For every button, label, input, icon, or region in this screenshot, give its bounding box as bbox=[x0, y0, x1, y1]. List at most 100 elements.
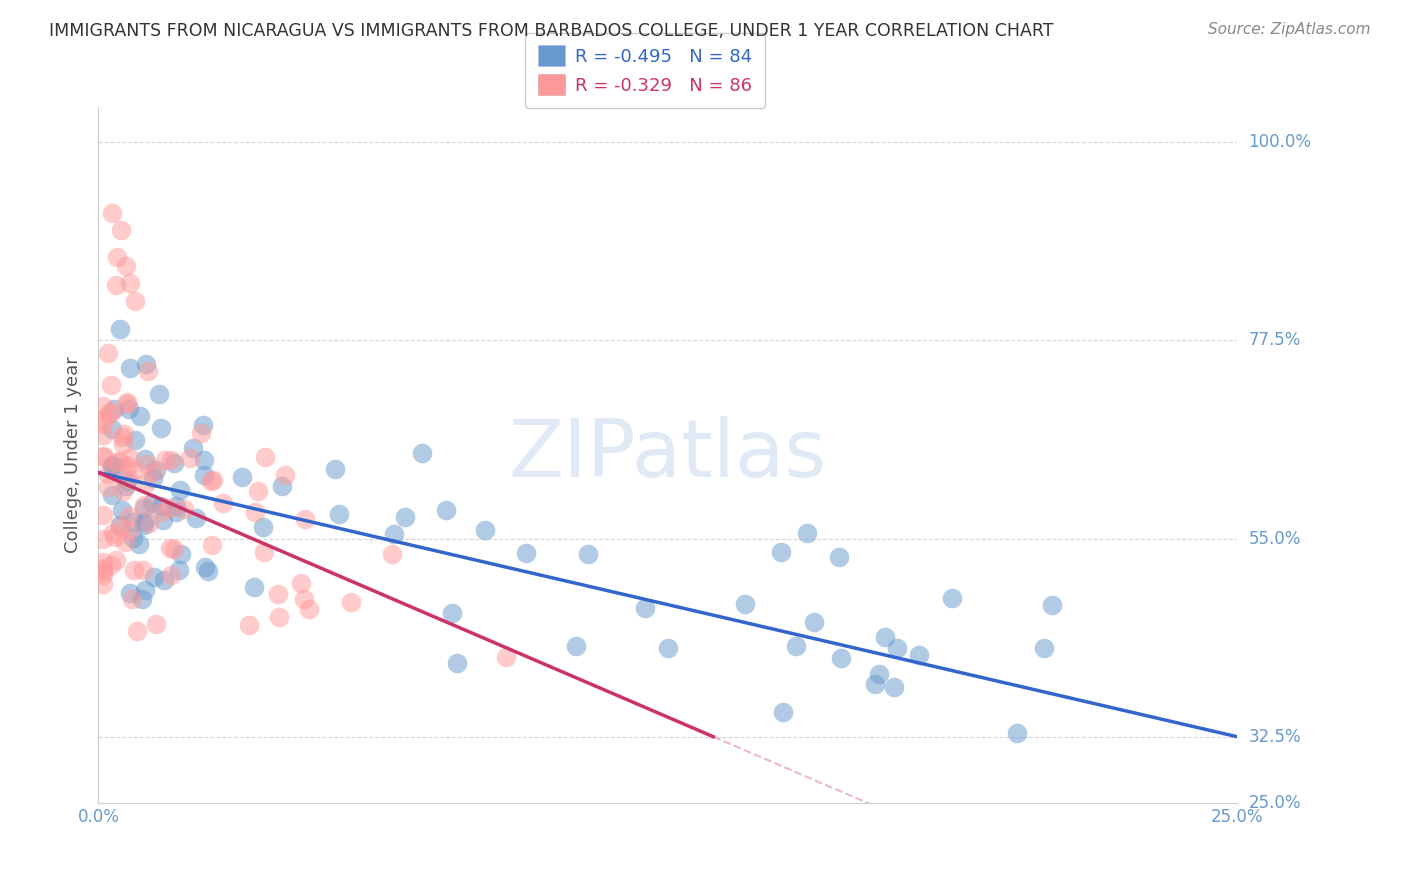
Point bbox=[160, 568, 183, 582]
Point bbox=[134, 582, 156, 597]
Point bbox=[173, 502, 195, 516]
Point bbox=[246, 484, 269, 499]
Point bbox=[115, 397, 138, 411]
Point bbox=[121, 531, 143, 545]
Point bbox=[290, 576, 312, 591]
Point bbox=[145, 463, 167, 477]
Y-axis label: College, Under 1 year: College, Under 1 year bbox=[65, 357, 83, 553]
Point bbox=[143, 570, 166, 584]
Point bbox=[97, 345, 120, 359]
Point bbox=[153, 573, 176, 587]
Text: 77.5%: 77.5% bbox=[1249, 332, 1301, 350]
Point bbox=[118, 401, 141, 416]
Point bbox=[434, 503, 457, 517]
Point bbox=[134, 498, 156, 512]
Point bbox=[827, 550, 849, 565]
Point bbox=[269, 609, 291, 624]
Point bbox=[868, 667, 890, 681]
Point bbox=[1033, 641, 1056, 656]
Point bbox=[101, 422, 124, 436]
Point bbox=[110, 223, 132, 237]
Point bbox=[446, 656, 468, 670]
Point bbox=[772, 705, 794, 719]
Point bbox=[104, 553, 127, 567]
Point bbox=[200, 474, 222, 488]
Text: 25.0%: 25.0% bbox=[1249, 794, 1301, 812]
Point bbox=[100, 558, 122, 573]
Point bbox=[576, 547, 599, 561]
Point bbox=[132, 518, 155, 533]
Text: ZIPatlas: ZIPatlas bbox=[509, 416, 827, 494]
Point bbox=[114, 259, 136, 273]
Point bbox=[394, 510, 416, 524]
Point bbox=[157, 501, 180, 516]
Point bbox=[118, 360, 141, 375]
Point bbox=[149, 505, 172, 519]
Text: 100.0%: 100.0% bbox=[1249, 133, 1312, 152]
Point bbox=[122, 464, 145, 478]
Point bbox=[274, 468, 297, 483]
Point bbox=[93, 450, 115, 464]
Point bbox=[115, 395, 138, 409]
Point bbox=[93, 565, 115, 579]
Point bbox=[104, 530, 127, 544]
Point bbox=[96, 467, 118, 482]
Point bbox=[197, 564, 219, 578]
Point bbox=[186, 511, 208, 525]
Point bbox=[105, 250, 128, 264]
Point bbox=[785, 640, 807, 654]
Point bbox=[193, 453, 215, 467]
Point bbox=[212, 496, 235, 510]
Point bbox=[101, 458, 124, 473]
Point bbox=[115, 479, 138, 493]
Point bbox=[98, 407, 121, 421]
Point bbox=[117, 458, 139, 473]
Point bbox=[132, 500, 155, 515]
Point bbox=[108, 518, 131, 533]
Point bbox=[179, 450, 201, 465]
Point bbox=[169, 483, 191, 497]
Point bbox=[91, 508, 114, 522]
Text: 32.5%: 32.5% bbox=[1249, 728, 1301, 746]
Point bbox=[132, 516, 155, 530]
Point bbox=[108, 520, 131, 534]
Point bbox=[105, 277, 128, 292]
Point bbox=[149, 421, 172, 435]
Point bbox=[883, 681, 905, 695]
Point bbox=[111, 502, 134, 516]
Point bbox=[141, 471, 163, 485]
Point bbox=[873, 630, 896, 644]
Point bbox=[162, 542, 184, 557]
Point bbox=[148, 387, 170, 401]
Point bbox=[657, 640, 679, 655]
Point bbox=[135, 475, 157, 490]
Point bbox=[298, 602, 321, 616]
Point bbox=[91, 555, 114, 569]
Point bbox=[111, 437, 134, 451]
Point bbox=[340, 595, 363, 609]
Point bbox=[1040, 599, 1063, 613]
Text: IMMIGRANTS FROM NICARAGUA VS IMMIGRANTS FROM BARBADOS COLLEGE, UNDER 1 YEAR CORR: IMMIGRANTS FROM NICARAGUA VS IMMIGRANTS … bbox=[49, 22, 1053, 40]
Point bbox=[193, 468, 215, 483]
Point bbox=[238, 618, 260, 632]
Point bbox=[117, 508, 139, 523]
Text: 55.0%: 55.0% bbox=[1249, 530, 1301, 548]
Point bbox=[440, 606, 463, 620]
Point bbox=[152, 513, 174, 527]
Point bbox=[91, 428, 114, 442]
Point bbox=[101, 205, 124, 219]
Point bbox=[101, 488, 124, 502]
Point bbox=[128, 537, 150, 551]
Point bbox=[181, 442, 204, 456]
Point bbox=[190, 426, 212, 441]
Point bbox=[127, 624, 149, 639]
Point bbox=[135, 357, 157, 371]
Point bbox=[120, 451, 142, 466]
Point bbox=[155, 452, 177, 467]
Point bbox=[769, 545, 792, 559]
Point bbox=[243, 505, 266, 519]
Point bbox=[231, 470, 253, 484]
Point bbox=[103, 401, 125, 416]
Point bbox=[201, 473, 224, 487]
Point bbox=[91, 532, 114, 546]
